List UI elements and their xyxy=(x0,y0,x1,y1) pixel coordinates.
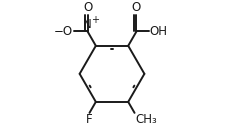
Text: N: N xyxy=(83,18,92,31)
Text: OH: OH xyxy=(150,25,168,38)
Text: −O: −O xyxy=(54,25,73,38)
Text: O: O xyxy=(83,1,92,14)
Text: F: F xyxy=(85,113,92,127)
Text: CH₃: CH₃ xyxy=(135,113,157,127)
Text: +: + xyxy=(91,15,99,25)
Text: O: O xyxy=(132,1,141,14)
